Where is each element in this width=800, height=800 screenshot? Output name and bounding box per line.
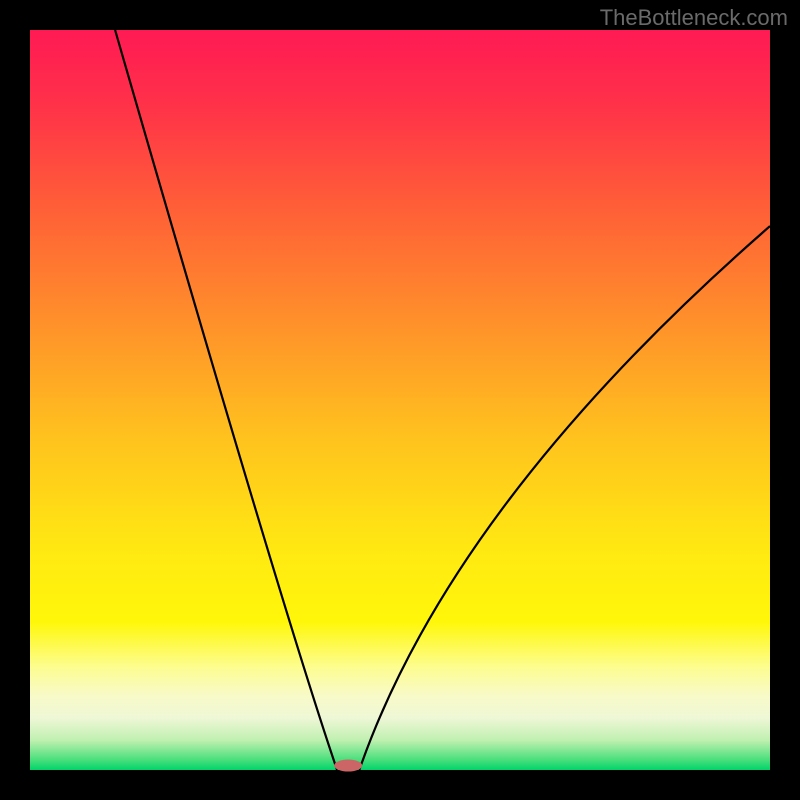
plot-background: [30, 30, 770, 770]
optimal-marker: [334, 760, 362, 772]
chart-container: TheBottleneck.com: [0, 0, 800, 800]
bottleneck-chart: [0, 0, 800, 800]
watermark-text: TheBottleneck.com: [600, 5, 788, 31]
